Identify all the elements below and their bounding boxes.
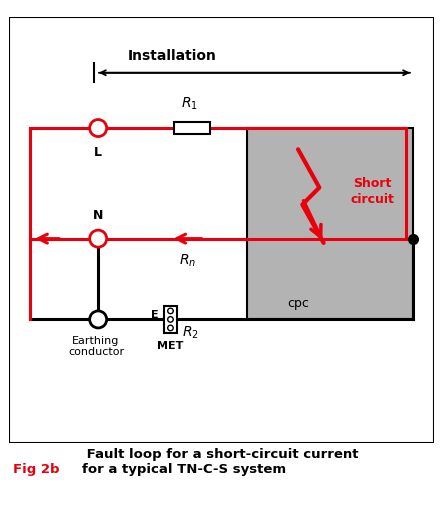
Text: N: N — [93, 210, 103, 222]
Bar — [247, 128, 413, 320]
Text: Fig 2b: Fig 2b — [13, 463, 60, 476]
Bar — [163, 305, 177, 333]
Bar — [174, 122, 210, 134]
Text: $R_n$: $R_n$ — [179, 252, 196, 269]
Text: Fault loop for a short-circuit current
for a typical TN-C-S system: Fault loop for a short-circuit current f… — [82, 448, 358, 476]
Text: Installation: Installation — [128, 49, 217, 63]
Circle shape — [168, 316, 173, 322]
Circle shape — [89, 120, 107, 137]
Text: MET: MET — [157, 341, 184, 351]
Text: $R_1$: $R_1$ — [181, 96, 198, 112]
Text: Short
circuit: Short circuit — [350, 177, 394, 207]
Text: L: L — [94, 146, 102, 159]
Circle shape — [89, 311, 107, 328]
Circle shape — [89, 230, 107, 247]
Circle shape — [168, 308, 173, 314]
Text: $R_2$: $R_2$ — [183, 325, 199, 341]
Text: cpc: cpc — [287, 297, 309, 310]
Text: Earthing
conductor: Earthing conductor — [68, 336, 124, 357]
Circle shape — [168, 325, 173, 331]
Text: E: E — [151, 310, 159, 320]
